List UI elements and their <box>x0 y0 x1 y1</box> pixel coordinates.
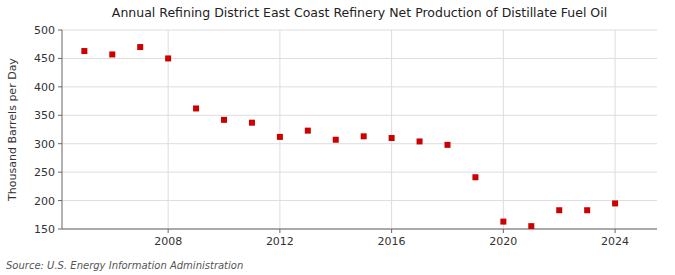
points <box>81 44 618 229</box>
x-tick <box>615 229 616 233</box>
y-tick-label: 500 <box>34 24 55 37</box>
y-tick-label: 400 <box>34 81 55 94</box>
x-tick-label: 2016 <box>378 235 406 248</box>
y-axis-label: Thousand Barrels per Day <box>6 58 19 202</box>
y-tick <box>58 143 62 144</box>
y-axis-line <box>62 30 63 229</box>
y-tick-label: 200 <box>34 195 55 208</box>
point <box>472 174 478 180</box>
x-grid-line <box>503 30 504 229</box>
x-tick-label: 2008 <box>154 235 182 248</box>
point <box>500 219 506 225</box>
y-tick-label: 450 <box>34 52 55 65</box>
point <box>528 223 534 229</box>
point <box>444 142 450 148</box>
point <box>556 207 562 213</box>
y-grid-line <box>62 30 657 31</box>
x-tick-label: 2020 <box>489 235 517 248</box>
y-tick <box>58 229 62 230</box>
point <box>612 200 618 206</box>
x-tick <box>391 229 392 233</box>
grid <box>62 30 657 229</box>
x-axis-line <box>62 229 657 230</box>
point <box>277 134 283 140</box>
source-note: Source: U.S. Energy Information Administ… <box>6 260 243 271</box>
y-grid-line <box>62 229 657 230</box>
y-tick-label: 150 <box>34 223 55 236</box>
x-grid-line <box>279 30 280 229</box>
x-grid-line <box>615 30 616 229</box>
point <box>417 138 423 144</box>
point <box>137 44 143 50</box>
y-grid-line <box>62 115 657 116</box>
point <box>193 105 199 111</box>
x-tick <box>503 229 504 233</box>
y-grid-line <box>62 172 657 173</box>
axes: 150 200 250 300 350 400 450 500 2008 2012 2016 2020… <box>34 24 657 248</box>
x-tick <box>279 229 280 233</box>
x-tick-label: 2012 <box>266 235 294 248</box>
y-tick-label: 350 <box>34 109 55 122</box>
point <box>165 55 171 61</box>
point <box>221 117 227 123</box>
y-grid-line <box>62 143 657 144</box>
x-tick <box>168 229 169 233</box>
y-tick-label: 300 <box>34 138 55 151</box>
chart-svg: 150 200 250 300 350 400 450 500 2008 2012 2016 2020… <box>0 0 675 275</box>
x-tick-label: 2024 <box>601 235 629 248</box>
point <box>361 133 367 139</box>
y-grid-line <box>62 200 657 201</box>
point <box>249 120 255 126</box>
point <box>584 207 590 213</box>
point <box>333 137 339 143</box>
y-tick <box>58 115 62 116</box>
point <box>389 135 395 141</box>
y-tick-label: 250 <box>34 166 55 179</box>
y-tick <box>58 58 62 59</box>
y-tick <box>58 200 62 201</box>
y-tick <box>58 172 62 173</box>
point <box>109 51 115 57</box>
y-grid-line <box>62 86 657 87</box>
y-tick <box>58 86 62 87</box>
chart-container: 150 200 250 300 350 400 450 500 2008 2012 2016 2020… <box>0 0 675 275</box>
point <box>305 128 311 134</box>
point <box>81 48 87 54</box>
title: Annual Refining District East Coast Refi… <box>112 5 607 20</box>
x-grid-line <box>391 30 392 229</box>
y-grid-line <box>62 58 657 59</box>
y-tick <box>58 30 62 31</box>
